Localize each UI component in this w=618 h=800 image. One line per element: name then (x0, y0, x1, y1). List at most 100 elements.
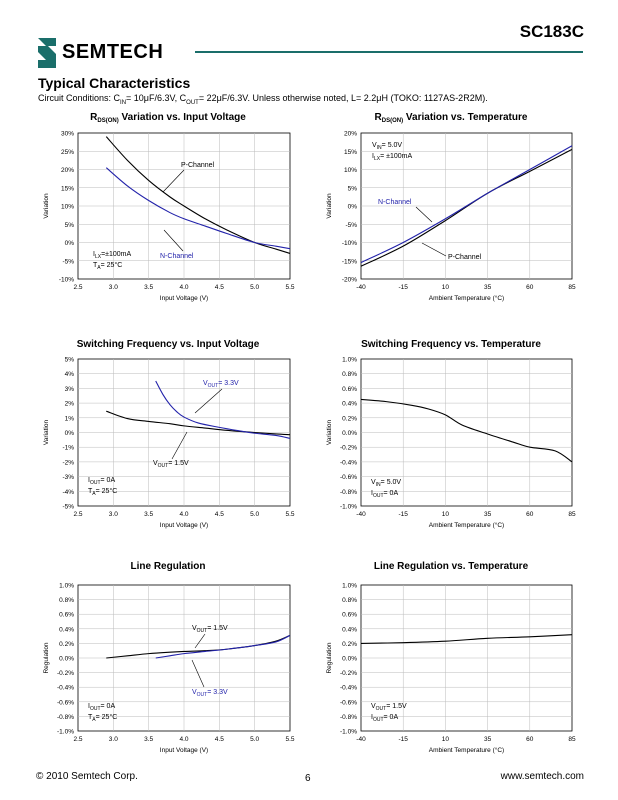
y-axis-label: Variation (43, 193, 50, 219)
y-tick-label: 20% (61, 167, 74, 174)
x-tick-label: 4.0 (179, 511, 188, 518)
y-axis-label: Regulation (326, 642, 333, 673)
y-tick-label: 1.0% (59, 583, 74, 590)
x-tick-label: 4.5 (215, 284, 224, 291)
y-tick-label: -0.2% (340, 445, 357, 452)
series-line-1 (106, 410, 291, 436)
x-axis-label: Input Voltage (V) (160, 522, 208, 529)
y-tick-label: 0.4% (59, 626, 74, 633)
y-tick-label: 0% (348, 204, 358, 211)
y-tick-label: -20% (342, 277, 357, 284)
x-tick-label: 60 (526, 511, 534, 518)
y-tick-label: -15% (342, 258, 357, 265)
series-line-1 (360, 634, 573, 644)
annotation-iout: IOUT= 0A (371, 714, 398, 723)
y-tick-label: -5% (62, 258, 74, 265)
x-tick-label: 5.0 (250, 284, 259, 291)
y-tick-label: -0.8% (340, 714, 357, 721)
x-axis-label: Ambient Temperature (°C) (429, 746, 504, 754)
y-tick-label: 0.8% (342, 371, 357, 378)
y-tick-label: -0.6% (57, 699, 74, 706)
x-tick-label: 10 (442, 736, 450, 743)
circuit-conditions: Circuit Conditions: CIN= 10μF/6.3V, COUT… (38, 93, 488, 106)
leader-vout-3v3 (194, 388, 223, 414)
chart-panel-6: Line Regulation vs. Temperature -40 -15 10 3… (326, 561, 576, 754)
chart-panel-5: Line Regulation 2.5 3.0 3.5 4.0 4.5 5.0 5.5 1.0%… (43, 561, 295, 754)
annotation-ta: TA= 25°C (88, 713, 117, 723)
logo-text: SEMTECH (62, 41, 164, 63)
y-tick-label: 1.0% (342, 583, 357, 590)
y-tick-label: 10% (344, 167, 357, 174)
leader-n-channel (415, 206, 433, 223)
y-tick-label: 0.4% (342, 626, 357, 633)
y-tick-label: -0.2% (57, 670, 74, 677)
y-tick-label: -0.2% (340, 670, 357, 677)
x-axis-label: Ambient Temperature (°C) (429, 294, 504, 302)
y-tick-label: -1.0% (340, 729, 357, 736)
y-tick-label: 0.6% (342, 386, 357, 393)
chart-panel-1: RDS(ON) Variation vs. Input Voltage 2.5 3.… (43, 112, 295, 302)
x-tick-label: 85 (568, 511, 576, 518)
x-tick-label: 60 (526, 284, 534, 291)
y-axis-label: Variation (326, 193, 333, 219)
y-tick-label: -0.8% (340, 489, 357, 496)
x-tick-label: 85 (568, 284, 576, 291)
y-tick-label: 0.6% (342, 612, 357, 619)
annotation-iout: IOUT= 0A (371, 490, 398, 499)
x-tick-label: -40 (356, 284, 366, 291)
label-n-channel: N-Channel (160, 253, 194, 260)
y-axis-label: Variation (326, 420, 333, 446)
x-axis-label: Ambient Temperature (°C) (429, 521, 504, 529)
x-tick-label: 5.5 (285, 284, 294, 291)
x-tick-label: 3.0 (109, 511, 118, 518)
label-vout-1v5: VOUT= 1.5V (192, 625, 228, 634)
y-tick-label: -3% (62, 474, 74, 481)
y-tick-label: 1% (65, 415, 75, 422)
annotation-ilx: ILX= ±100mA (372, 153, 412, 162)
x-tick-label: 4.0 (179, 284, 188, 291)
section-title: Typical Characteristics (38, 75, 191, 91)
chart-title: RDS(ON) Variation vs. Input Voltage (90, 112, 246, 124)
y-tick-label: -1% (62, 445, 74, 452)
chart-panel-4: Switching Frequency vs. Temperature-40 -1… (326, 339, 576, 529)
x-tick-label: -15 (398, 736, 408, 743)
leader-vout-1v5 (194, 633, 206, 649)
y-tick-label: 10% (61, 204, 74, 211)
annotation-ta: TA= 25°C (88, 487, 117, 497)
x-axis-label: Input Voltage (V) (160, 747, 208, 754)
leader-p-channel (162, 169, 185, 193)
y-tick-label: 0.2% (342, 415, 357, 422)
series-line-2 (105, 167, 291, 250)
leader-vout-3v3 (191, 659, 205, 688)
y-tick-label: -0.4% (340, 685, 357, 692)
footer-website[interactable]: www.semtech.com (500, 771, 584, 782)
footer-page-number: 6 (305, 773, 311, 784)
y-tick-label: -10% (342, 240, 357, 247)
label-p-channel: P-Channel (448, 254, 482, 261)
y-tick-label: 4% (65, 371, 75, 378)
x-tick-label: 3.5 (144, 511, 153, 518)
x-tick-label: 4.0 (179, 736, 188, 743)
x-axis-label: Input Voltage (V) (160, 295, 208, 302)
y-tick-label: -10% (59, 277, 74, 284)
x-tick-label: -40 (356, 511, 366, 518)
label-p-channel: P-Channel (181, 162, 215, 169)
y-tick-label: 5% (348, 185, 358, 192)
series-line-1 (360, 148, 573, 267)
chart-title: Line Regulation vs. Temperature (374, 561, 529, 572)
chart-title: Switching Frequency vs. Input Voltage (77, 339, 260, 350)
y-tick-label: 25% (61, 149, 74, 156)
label-vout-3v3: VOUT= 3.3V (192, 689, 228, 698)
y-tick-label: 20% (344, 131, 357, 138)
y-tick-label: -0.4% (57, 685, 74, 692)
label-vout-1v5: VOUT= 1.5V (153, 460, 189, 469)
series-line-1 (106, 634, 291, 659)
chart-title: RDS(ON) Variation vs. Temperature (375, 112, 528, 124)
leader-vout-1v5 (171, 431, 188, 460)
chart-title: Line Regulation (131, 561, 206, 572)
x-tick-label: 60 (526, 736, 534, 743)
y-tick-label: 0.8% (342, 597, 357, 604)
y-axis-label: Regulation (43, 642, 50, 673)
annotation-ilx: ILX=±100mA (93, 251, 132, 260)
x-tick-label: -40 (356, 736, 366, 743)
